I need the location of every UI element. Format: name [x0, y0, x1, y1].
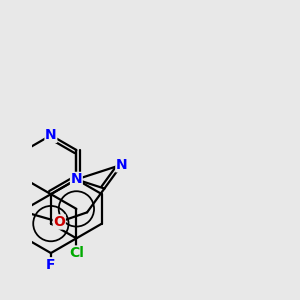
Text: N: N: [70, 172, 82, 186]
Text: O: O: [53, 215, 65, 229]
Text: N: N: [45, 128, 57, 142]
Text: Cl: Cl: [69, 246, 84, 260]
Text: F: F: [46, 258, 56, 272]
Text: N: N: [116, 158, 127, 172]
